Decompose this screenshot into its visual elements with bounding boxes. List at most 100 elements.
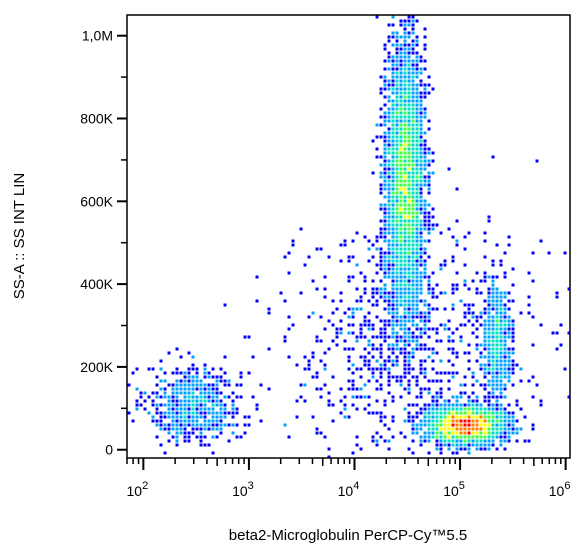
density-cell: [451, 431, 455, 435]
density-cell: [447, 387, 451, 391]
density-cell: [387, 67, 391, 71]
density-cell: [475, 395, 479, 399]
density-cell: [199, 435, 203, 439]
density-cell: [415, 259, 419, 263]
density-cell: [199, 379, 203, 383]
density-cell: [475, 431, 479, 435]
density-cell: [495, 435, 499, 439]
density-cell: [507, 347, 511, 351]
density-cell: [503, 311, 507, 315]
density-cell: [503, 447, 507, 451]
density-cell: [391, 159, 395, 163]
density-cell: [403, 295, 407, 299]
density-cell: [203, 387, 207, 391]
density-cell: [139, 391, 143, 395]
density-cell: [355, 307, 359, 311]
density-cell: [403, 283, 407, 287]
density-cell: [419, 203, 423, 207]
density-cell: [423, 211, 427, 215]
density-cell: [395, 219, 399, 223]
density-cell: [407, 267, 411, 271]
density-cell: [411, 275, 415, 279]
density-cell: [487, 407, 491, 411]
density-cell: [403, 331, 407, 335]
density-cell: [167, 439, 171, 443]
density-cell: [463, 443, 467, 447]
density-cell: [387, 39, 391, 43]
density-cell: [475, 427, 479, 431]
density-cell: [383, 171, 387, 175]
density-cell: [199, 391, 203, 395]
density-cell: [295, 415, 299, 419]
density-cell: [527, 311, 531, 315]
density-cell: [451, 235, 455, 239]
density-cell: [195, 375, 199, 379]
density-cell: [531, 395, 535, 399]
density-cell: [327, 347, 331, 351]
density-cell: [283, 299, 287, 303]
density-cell: [467, 287, 471, 291]
density-cell: [483, 331, 487, 335]
density-cell: [295, 399, 299, 403]
density-cell: [399, 283, 403, 287]
density-cell: [387, 131, 391, 135]
density-cell: [179, 355, 183, 359]
density-cell: [395, 331, 399, 335]
density-cell: [403, 327, 407, 331]
density-cell: [411, 263, 415, 267]
density-cell: [427, 311, 431, 315]
density-cell: [367, 319, 371, 323]
density-cell: [331, 299, 335, 303]
density-cell: [363, 407, 367, 411]
density-cell: [383, 331, 387, 335]
density-cell: [203, 419, 207, 423]
density-cell: [403, 347, 407, 351]
density-cell: [491, 335, 495, 339]
density-cell: [447, 335, 451, 339]
density-cell: [427, 275, 431, 279]
density-cell: [347, 259, 351, 263]
density-cell: [459, 427, 463, 431]
density-cell: [207, 411, 211, 415]
density-cell: [391, 183, 395, 187]
density-cell: [403, 163, 407, 167]
density-cell: [403, 407, 407, 411]
density-cell: [435, 395, 439, 399]
density-cell: [395, 83, 399, 87]
density-cell: [391, 167, 395, 171]
density-cell: [487, 447, 491, 451]
density-cell: [431, 431, 435, 435]
density-cell: [403, 311, 407, 315]
density-cell: [475, 439, 479, 443]
density-cell: [399, 159, 403, 163]
density-cell: [435, 415, 439, 419]
density-cell: [491, 355, 495, 359]
density-cell: [419, 143, 423, 147]
density-cell: [379, 295, 383, 299]
density-cell: [491, 331, 495, 335]
density-cell: [495, 295, 499, 299]
density-cell: [311, 279, 315, 283]
density-cell: [447, 379, 451, 383]
density-cell: [291, 239, 295, 243]
density-cell: [439, 439, 443, 443]
density-cell: [403, 71, 407, 75]
density-cell: [507, 359, 511, 363]
density-cell: [403, 155, 407, 159]
density-cell: [395, 31, 399, 35]
density-cell: [355, 367, 359, 371]
density-cell: [331, 403, 335, 407]
density-cell: [503, 359, 507, 363]
density-cell: [403, 275, 407, 279]
density-cell: [403, 135, 407, 139]
density-cell: [339, 291, 343, 295]
density-cell: [423, 43, 427, 47]
density-cell: [395, 39, 399, 43]
density-cell: [315, 335, 319, 339]
density-cell: [379, 335, 383, 339]
density-cell: [371, 291, 375, 295]
density-cell: [483, 407, 487, 411]
density-cell: [255, 299, 259, 303]
density-cell: [395, 159, 399, 163]
